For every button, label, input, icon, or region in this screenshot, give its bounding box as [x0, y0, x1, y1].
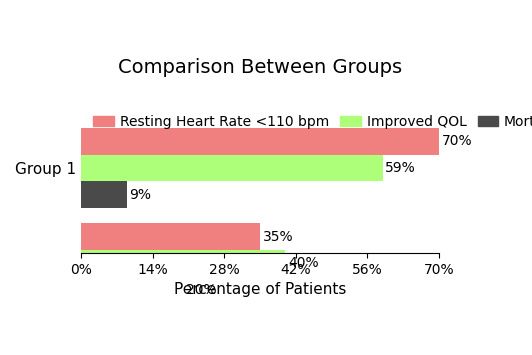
Bar [81, 277, 183, 304]
Bar [81, 250, 286, 277]
Text: 20%: 20% [186, 283, 217, 297]
Bar [81, 155, 383, 181]
Text: 9%: 9% [130, 188, 152, 202]
Bar [81, 223, 260, 250]
Title: Comparison Between Groups: Comparison Between Groups [118, 58, 402, 77]
Text: 35%: 35% [262, 230, 293, 244]
Bar [81, 181, 127, 208]
Text: 40%: 40% [288, 256, 319, 271]
Bar [81, 128, 439, 155]
Text: 59%: 59% [385, 161, 416, 175]
Legend: Resting Heart Rate <110 bpm, Improved QOL, Mortality: Resting Heart Rate <110 bpm, Improved QO… [88, 109, 532, 135]
X-axis label: Percentage of Patients: Percentage of Patients [174, 282, 346, 297]
Text: 70%: 70% [442, 135, 472, 148]
